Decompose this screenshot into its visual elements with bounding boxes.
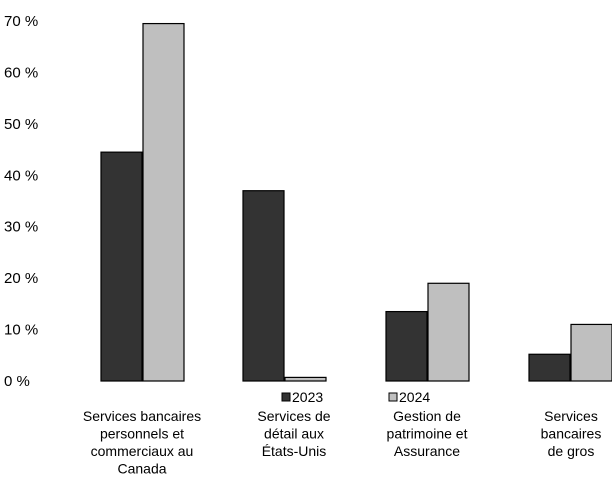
legend-swatch-2024: [388, 392, 398, 402]
y-tick-label: 20 %: [4, 270, 38, 287]
category-labels: Services bancaires personnels et commercia…: [83, 408, 601, 477]
y-axis-ticks: 0 % 10 % 20 % 30 % 40 % 50 % 60 % 70 %: [4, 13, 38, 390]
y-tick-label: 30 %: [4, 219, 38, 236]
legend: 2023 2024: [281, 389, 430, 405]
legend-label-2023: 2023: [292, 389, 323, 405]
bar-2023-3: [528, 353, 571, 382]
y-tick-label: 40 %: [4, 167, 38, 184]
category-label-0: Services bancaires personnels et commercia…: [83, 408, 201, 477]
bar-2024-1: [284, 376, 327, 382]
bar-2024-2: [427, 282, 470, 382]
legend-label-2024: 2024: [399, 389, 430, 405]
category-label-2: Gestion de patrimoine et Assurance: [387, 408, 468, 459]
y-tick-label: 60 %: [4, 64, 38, 81]
bar-2024-3: [570, 323, 612, 382]
bar-2023-0: [100, 151, 143, 382]
y-tick-label: 70 %: [4, 13, 38, 30]
legend-swatch-2023: [281, 392, 291, 402]
y-tick-label: 50 %: [4, 116, 38, 133]
bars: [100, 22, 612, 382]
y-tick-label: 0 %: [4, 373, 30, 390]
bar-2023-2: [385, 310, 428, 382]
y-tick-label: 10 %: [4, 322, 38, 339]
category-label-3: Services bancaires de gros: [541, 408, 602, 459]
bar-2024-0: [142, 22, 185, 382]
category-label-1: Services de détail aux États-Unis: [257, 408, 330, 459]
bar-2023-1: [242, 190, 285, 382]
